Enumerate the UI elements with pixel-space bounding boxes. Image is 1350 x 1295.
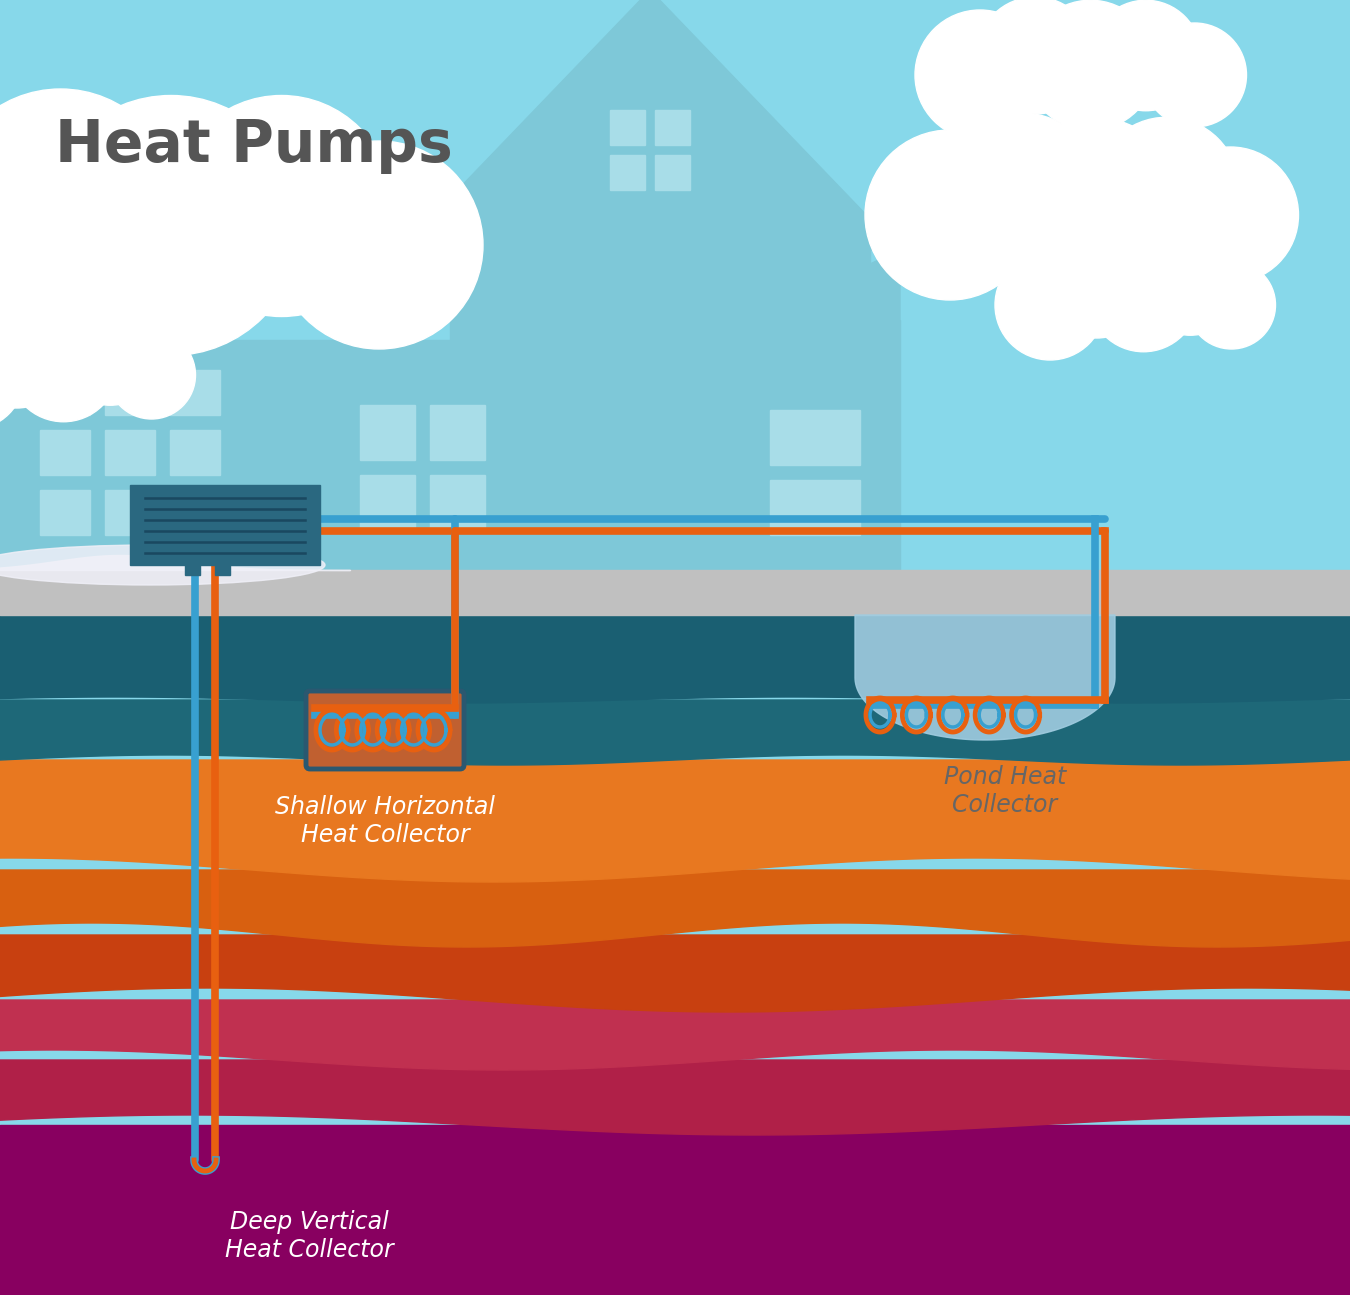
Text: Shallow Horizontal
Heat Collector: Shallow Horizontal Heat Collector (275, 795, 495, 847)
Bar (170, 430, 220, 475)
Bar (0, 341, 580, 570)
Circle shape (946, 113, 1099, 265)
Bar (610, 110, 645, 145)
Bar (1050, 294, 1231, 333)
Circle shape (1048, 240, 1146, 338)
Ellipse shape (0, 545, 325, 585)
Bar (0, 570, 1350, 1295)
Circle shape (1188, 262, 1276, 348)
Circle shape (0, 89, 177, 322)
Circle shape (915, 10, 1045, 140)
Bar (105, 370, 155, 414)
Circle shape (1010, 118, 1180, 287)
Circle shape (0, 310, 66, 408)
Circle shape (977, 0, 1094, 114)
Polygon shape (855, 615, 1115, 739)
Bar (0, 364, 151, 403)
Circle shape (171, 96, 392, 316)
Circle shape (63, 312, 157, 405)
Bar (769, 480, 860, 535)
Bar (130, 486, 320, 565)
Circle shape (1026, 0, 1156, 131)
Circle shape (0, 320, 26, 430)
Bar (185, 563, 200, 575)
Bar (360, 405, 414, 460)
Circle shape (1143, 242, 1237, 335)
Polygon shape (570, 19, 730, 120)
Bar (360, 475, 414, 530)
Bar (105, 430, 155, 475)
Circle shape (275, 141, 483, 348)
Circle shape (995, 250, 1106, 360)
Circle shape (40, 96, 301, 356)
Bar (40, 490, 90, 535)
Text: Deep Vertical
Heat Collector: Deep Vertical Heat Collector (225, 1210, 394, 1261)
Text: Pond Heat
Collector: Pond Heat Collector (944, 765, 1066, 817)
Bar (610, 155, 645, 190)
Circle shape (1142, 23, 1246, 127)
Polygon shape (400, 0, 900, 250)
Bar (431, 475, 485, 530)
Bar (40, 370, 90, 414)
Bar (655, 155, 690, 190)
Circle shape (1095, 118, 1239, 262)
Bar (950, 198, 1230, 258)
Bar (0, 219, 379, 310)
Circle shape (8, 312, 119, 422)
Bar (105, 490, 155, 535)
Bar (431, 405, 485, 460)
Polygon shape (751, 250, 900, 320)
Circle shape (1088, 242, 1199, 352)
Circle shape (865, 130, 1035, 300)
Bar (751, 320, 900, 570)
Circle shape (0, 115, 80, 376)
Bar (170, 370, 220, 414)
Bar (215, 563, 230, 575)
Circle shape (1162, 148, 1299, 284)
Circle shape (1091, 0, 1202, 111)
Bar (0, 0, 1350, 570)
FancyBboxPatch shape (306, 692, 464, 769)
Bar (170, 490, 220, 535)
Bar (769, 411, 860, 465)
Circle shape (108, 332, 196, 420)
Text: Heat Pumps: Heat Pumps (55, 117, 452, 174)
Bar (40, 430, 90, 475)
Bar (655, 110, 690, 145)
Bar (980, 62, 1195, 107)
Bar (450, 250, 869, 570)
